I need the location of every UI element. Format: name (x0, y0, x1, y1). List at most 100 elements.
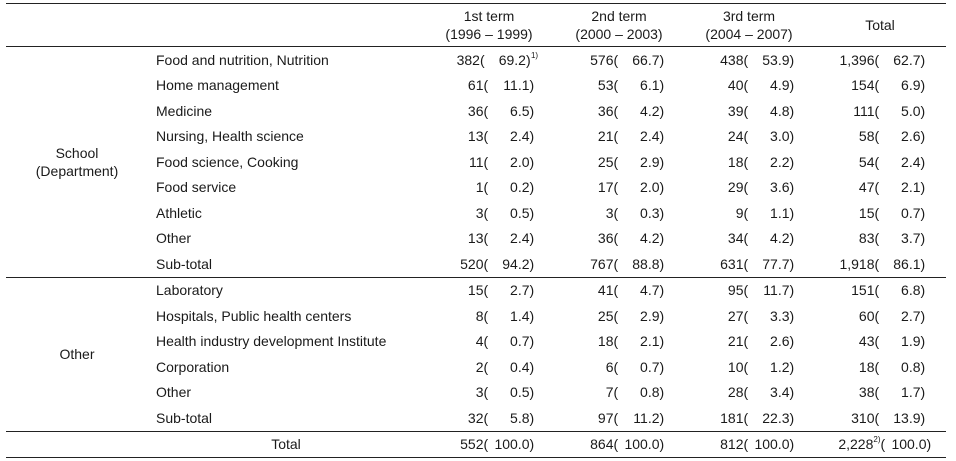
paren-close: ) (920, 230, 926, 247)
paren-open: ( (743, 102, 749, 119)
percent-value: 5.8 (510, 409, 530, 426)
paren-close: ) (789, 358, 795, 375)
value-cell: 9(1.1) (684, 200, 814, 226)
value-cell: 8(1.4) (424, 303, 554, 329)
count-value: 3 (475, 384, 484, 401)
paren-close: ) (529, 230, 535, 247)
value-cell: 39(4.8) (684, 98, 814, 124)
count-value: 13 (467, 230, 484, 247)
row-label: Food and nutrition, Nutrition (156, 51, 329, 68)
paren-open: ( (874, 307, 880, 324)
value-cell: 1,918(86.1) (814, 251, 946, 278)
count-value: 28 (727, 384, 744, 401)
value-cell: 97(11.2) (554, 405, 684, 432)
header-col: Total (814, 3, 946, 47)
paren-open: ( (880, 436, 886, 452)
paren-open: ( (483, 153, 489, 170)
table-row: Athletic 3(0.5) 3(0.3) 9(1.1) 15(0.7) (6, 200, 946, 226)
paren-close: ) (920, 384, 926, 401)
paren-open: ( (483, 384, 489, 401)
percent-value: 2.4 (640, 128, 660, 145)
paren-open: ( (743, 204, 749, 221)
paren-open: ( (483, 204, 489, 221)
paren-open: ( (483, 230, 489, 247)
paren-close: ) (789, 409, 795, 426)
paren-open: ( (613, 436, 619, 452)
paren-close: ) (920, 128, 926, 145)
percent-value: 94.2 (502, 255, 530, 272)
table-row: Other Laboratory 15(2.7) 41(4.7) 95(11.7) 151… (6, 277, 946, 432)
count-value: 29 (727, 179, 744, 196)
value-cell: 552(100.0) (424, 431, 554, 458)
count-value: 4 (475, 333, 484, 350)
paren-open: ( (743, 128, 749, 145)
paren-open: ( (613, 179, 619, 196)
value-cell: 111(5.0) (814, 98, 946, 124)
paren-close: ) (920, 102, 926, 119)
percent-value: 4.2 (770, 230, 790, 247)
paren-close: ) (659, 255, 665, 272)
percent-value: 3.0 (770, 128, 790, 145)
paren-open: ( (874, 77, 880, 94)
percent-value: 4.7 (640, 282, 660, 299)
value-cell: 25(2.9) (554, 149, 684, 175)
value-cell: 576(66.7) (554, 47, 684, 73)
table-row: Home management 61(11.1) 53(6.1) 40(4.9) 154… (6, 73, 946, 99)
count-value: 552 (460, 436, 484, 452)
count-value: 54 (858, 153, 875, 170)
paren-close: ) (529, 102, 535, 119)
count-value: 767 (590, 255, 614, 272)
paren-close: ) (659, 128, 665, 145)
percent-value: 2.6 (901, 128, 921, 145)
count-value: 1 (475, 179, 484, 196)
paren-close: ) (920, 77, 926, 94)
value-cell: 61(11.1) (424, 73, 554, 99)
percent-value: 6.8 (901, 282, 921, 299)
header-col-period: (2004 – 2007) (705, 26, 793, 42)
count-value: 864 (590, 436, 614, 452)
percent-value: 53.9 (762, 51, 790, 68)
paren-open: ( (743, 51, 749, 68)
count-value: 32 (467, 409, 484, 426)
value-cell: 18(0.8) (814, 354, 946, 380)
paren-open: ( (483, 282, 489, 299)
paren-open: ( (613, 307, 619, 324)
value-cell: 47(2.1) (814, 175, 946, 201)
paren-open: ( (613, 51, 619, 68)
value-cell: 36(4.2) (554, 98, 684, 124)
percent-value: 2.9 (640, 153, 660, 170)
paren-close: ) (659, 77, 665, 94)
percent-value: 11.1 (503, 77, 530, 94)
percent-value: 100.0 (624, 436, 660, 452)
header-row: 1st term (1996 – 1999) 2nd term (2000 – 20… (6, 3, 946, 47)
paren-open: ( (613, 282, 619, 299)
paren-open: ( (874, 153, 880, 170)
count-value: 9 (735, 204, 744, 221)
paren-close: ) (529, 282, 535, 299)
value-cell: 13(2.4) (424, 124, 554, 150)
value-cell: 1(0.2) (424, 175, 554, 201)
count-value: 40 (727, 77, 744, 94)
count-value: 36 (467, 102, 484, 119)
percent-value: 2.1 (640, 333, 660, 350)
paren-close: ) (789, 77, 795, 94)
total-blank (6, 431, 148, 458)
percent-value: 88.8 (632, 255, 660, 272)
row-label: Corporation (156, 358, 230, 375)
paren-open: ( (483, 102, 489, 119)
paren-open: ( (874, 333, 880, 350)
paren-open: ( (613, 358, 619, 375)
count-value: 154 (851, 77, 875, 94)
count-value: 25 (597, 307, 614, 324)
paren-close: ) (529, 358, 535, 375)
percent-value: 3.6 (770, 179, 790, 196)
table-row: Hospitals, Public health centers 8(1.4) 25… (6, 303, 946, 329)
header-blank (148, 3, 424, 47)
count-value: 36 (597, 230, 614, 247)
paren-close: ) (789, 384, 795, 401)
row-label: Medicine (156, 102, 213, 119)
value-cell: 382(69.2)1) (424, 47, 554, 73)
paren-open: ( (613, 204, 619, 221)
paren-open: ( (743, 282, 749, 299)
value-cell: 1,396(62.7) (814, 47, 946, 73)
